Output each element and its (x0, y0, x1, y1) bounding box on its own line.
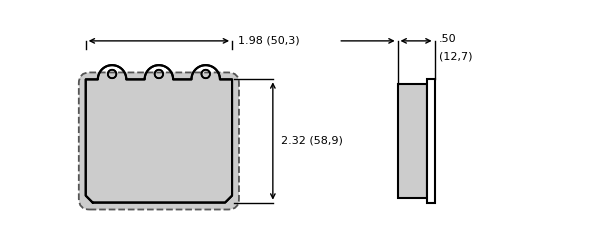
Bar (427, 79, 434, 203)
Polygon shape (86, 65, 232, 203)
Bar (398, 84, 427, 198)
FancyBboxPatch shape (79, 72, 239, 209)
Text: .50: .50 (439, 34, 457, 44)
Text: 2.32 (58,9): 2.32 (58,9) (281, 136, 343, 146)
Text: 1.98 (50,3): 1.98 (50,3) (238, 35, 300, 45)
Text: (12,7): (12,7) (439, 51, 473, 61)
